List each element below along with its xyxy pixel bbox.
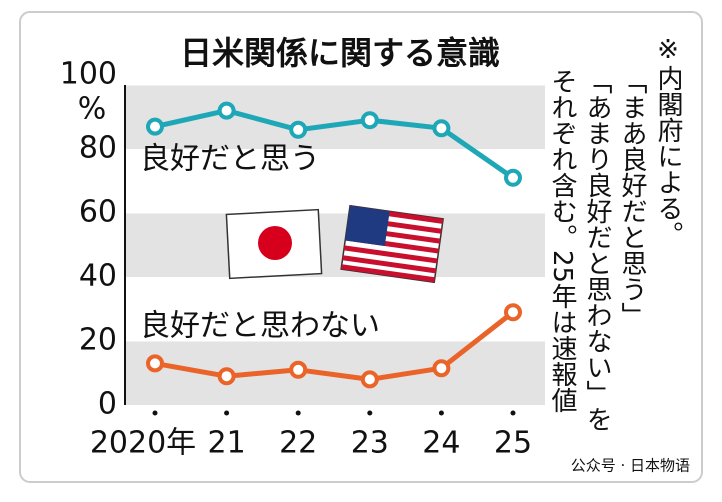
data-point xyxy=(289,120,308,139)
data-point xyxy=(432,359,451,378)
data-point xyxy=(432,119,451,138)
series-label: 良好だと思わない xyxy=(140,309,380,344)
data-point xyxy=(360,111,379,130)
japan-flag xyxy=(225,208,323,280)
chart-title: 日米関係に関する意識 xyxy=(180,34,500,72)
y-tick-label: 20 xyxy=(79,323,117,358)
series-line xyxy=(154,310,515,382)
y-tick-label: 40 xyxy=(79,259,117,294)
y-tick-label: 0 xyxy=(98,387,117,422)
x-tick-label: 2020年 xyxy=(90,426,196,461)
data-point xyxy=(289,360,308,379)
data-point xyxy=(146,117,164,136)
y-tick-label: 100 xyxy=(60,57,117,92)
data-point xyxy=(146,354,164,373)
x-tick-label: 25 xyxy=(494,426,532,461)
x-tick-label: 24 xyxy=(422,426,460,461)
series-label: 良好だと思う xyxy=(140,142,320,177)
data-point xyxy=(504,168,522,187)
data-point xyxy=(504,303,522,322)
watermark: 公众号 · 日本物语 xyxy=(571,457,690,475)
data-point xyxy=(360,370,379,389)
x-tick-label: 22 xyxy=(279,426,317,461)
x-tick-dot xyxy=(438,410,444,416)
x-tick-dot xyxy=(295,410,301,416)
y-tick-label: 80 xyxy=(79,131,117,166)
data-point xyxy=(217,101,236,120)
note-line: 「まあ良好だと思う」 xyxy=(617,68,647,328)
x-tick-label: 23 xyxy=(351,426,389,461)
x-tick-label: 21 xyxy=(208,426,246,461)
data-point xyxy=(217,367,236,386)
series-line xyxy=(154,108,515,180)
grid-band xyxy=(125,213,545,277)
note-line: 「あまり良好だと思わない」を xyxy=(582,68,612,432)
x-tick-dot xyxy=(224,410,230,416)
note-line: ※内閣府による。 xyxy=(653,35,683,247)
us-flag xyxy=(340,204,444,284)
y-unit: % xyxy=(78,92,107,127)
y-tick-label: 60 xyxy=(79,195,117,230)
x-tick-dot xyxy=(367,410,373,416)
bands xyxy=(125,84,545,405)
x-tick-dot xyxy=(510,410,516,416)
note-line: それぞれ含む。25年は速報値 xyxy=(547,68,577,414)
x-tick-dot xyxy=(152,410,158,416)
